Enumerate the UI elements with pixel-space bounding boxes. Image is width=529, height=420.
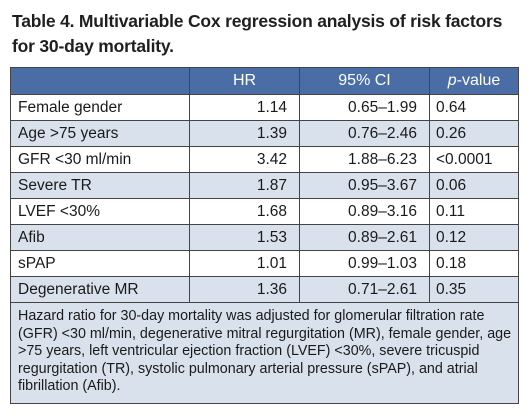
table-body: Female gender 1.14 0.65–1.99 0.64 Age >75 ye… (10, 94, 519, 404)
cell-hr: 1.36 (189, 276, 300, 303)
cell-hr: 1.53 (189, 224, 300, 251)
header-ci: 95% CI (299, 67, 430, 95)
table-row: Severe TR 1.87 0.95–3.67 0.06 (10, 172, 519, 199)
cell-p-value: 0.18 (429, 250, 519, 277)
cell-hr: 1.14 (189, 94, 300, 121)
cell-p-value: 0.64 (429, 94, 519, 121)
header-p-italic: p (447, 72, 457, 89)
cell-hr: 1.39 (189, 120, 300, 147)
table-footnote: Hazard ratio for 30-day mortality was ad… (10, 302, 519, 404)
cell-ci: 1.88–6.23 (299, 146, 430, 173)
table-header-row: HR 95% CI p-value (10, 67, 519, 95)
table-row: Female gender 1.14 0.65–1.99 0.64 (10, 94, 519, 121)
cox-regression-table: HR 95% CI p-value Female gender 1.14 0.65–… (10, 67, 519, 404)
cell-ci: 0.99–1.03 (299, 250, 430, 277)
cell-p-value: <0.0001 (429, 146, 519, 173)
cell-factor: Age >75 years (10, 120, 190, 147)
cell-ci: 0.71–2.61 (299, 276, 430, 303)
cell-hr: 3.42 (189, 146, 300, 173)
cell-p-value: 0.12 (429, 224, 519, 251)
footnote-row: Hazard ratio for 30-day mortality was ad… (10, 302, 519, 404)
cell-factor: Female gender (10, 94, 190, 121)
cell-factor: Afib (10, 224, 190, 251)
table-row: Degenerative MR 1.36 0.71–2.61 0.35 (10, 276, 519, 303)
header-p-rest: -value (456, 72, 501, 89)
cell-hr: 1.87 (189, 172, 300, 199)
cell-ci: 0.95–3.67 (299, 172, 430, 199)
cell-p-value: 0.11 (429, 198, 519, 225)
cell-p-value: 0.35 (429, 276, 519, 303)
cell-p-value: 0.26 (429, 120, 519, 147)
cell-factor: Degenerative MR (10, 276, 190, 303)
header-hr: HR (189, 67, 300, 95)
table-row: Age >75 years 1.39 0.76–2.46 0.26 (10, 120, 519, 147)
table-row: Afib 1.53 0.89–2.61 0.12 (10, 224, 519, 251)
table-title: Table 4. Multivariable Cox regression an… (12, 11, 503, 56)
cell-factor: Severe TR (10, 172, 190, 199)
cell-ci: 0.89–2.61 (299, 224, 430, 251)
cell-ci: 0.76–2.46 (299, 120, 430, 147)
header-p-value: p-value (429, 67, 519, 95)
cell-factor: GFR <30 ml/min (10, 146, 190, 173)
cell-ci: 0.65–1.99 (299, 94, 430, 121)
cell-ci: 0.89–3.16 (299, 198, 430, 225)
cell-factor: sPAP (10, 250, 190, 277)
cell-hr: 1.01 (189, 250, 300, 277)
cell-hr: 1.68 (189, 198, 300, 225)
header-factor (10, 67, 190, 95)
table-row: LVEF <30% 1.68 0.89–3.16 0.11 (10, 198, 519, 225)
cell-factor: LVEF <30% (10, 198, 190, 225)
cell-p-value: 0.06 (429, 172, 519, 199)
table-row: GFR <30 ml/min 3.42 1.88–6.23 <0.0001 (10, 146, 519, 173)
table-row: sPAP 1.01 0.99–1.03 0.18 (10, 250, 519, 277)
